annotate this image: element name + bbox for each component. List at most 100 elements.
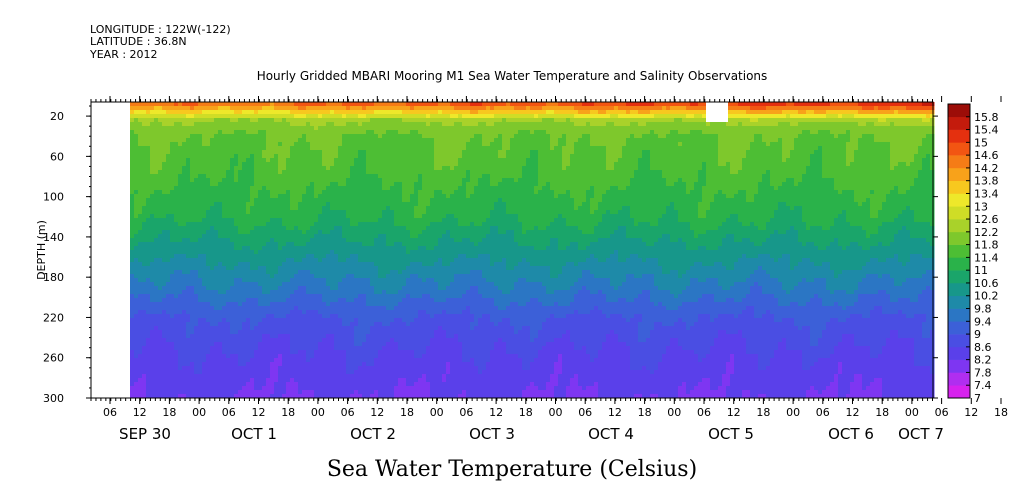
heatmap-cell — [290, 106, 295, 111]
heatmap-cell — [326, 258, 331, 263]
heatmap-cell — [298, 238, 303, 243]
heatmap-cell — [366, 174, 371, 179]
heatmap-cell — [350, 286, 355, 291]
heatmap-cell — [370, 206, 375, 211]
heatmap-cell — [354, 230, 359, 235]
heatmap-cell — [146, 258, 151, 263]
heatmap-cell — [390, 346, 395, 351]
heatmap-cell — [362, 306, 367, 311]
heatmap-cell — [170, 326, 175, 331]
heatmap-cell — [282, 126, 287, 131]
heatmap-cell — [218, 102, 223, 107]
heatmap-cell — [258, 282, 263, 287]
heatmap-cell — [226, 174, 231, 179]
heatmap-cell — [330, 318, 335, 323]
heatmap-cell — [282, 306, 287, 311]
heatmap-cell — [182, 358, 187, 363]
heatmap-cell — [282, 242, 287, 247]
heatmap-cell — [166, 106, 171, 111]
heatmap-cell — [178, 346, 183, 351]
heatmap-cell — [270, 322, 275, 327]
heatmap-cell — [210, 218, 215, 223]
heatmap-cell — [166, 130, 171, 135]
heatmap-cell — [146, 302, 151, 307]
heatmap-cell — [250, 126, 255, 131]
heatmap-cell — [334, 310, 339, 315]
heatmap-cell — [182, 118, 187, 123]
heatmap-cell — [202, 174, 207, 179]
heatmap-cell — [298, 226, 303, 231]
heatmap-cell — [314, 338, 319, 343]
heatmap-cell — [302, 254, 307, 259]
heatmap-cell — [310, 382, 315, 387]
heatmap-cell — [230, 138, 235, 143]
heatmap-cell — [294, 146, 299, 151]
heatmap-cell — [306, 234, 311, 239]
heatmap-cell — [174, 270, 179, 275]
heatmap-cell — [326, 182, 331, 187]
heatmap-cell — [258, 242, 263, 247]
heatmap-cell — [226, 314, 231, 319]
heatmap-cell — [378, 142, 383, 147]
heatmap-cell — [150, 154, 155, 159]
heatmap-cell — [370, 378, 375, 383]
heatmap-cell — [210, 298, 215, 303]
heatmap-cell — [222, 110, 227, 115]
heatmap-cell — [378, 330, 383, 335]
heatmap-cell — [358, 374, 363, 379]
heatmap-cell — [230, 106, 235, 111]
heatmap-cell — [290, 262, 295, 267]
heatmap-cell — [142, 318, 147, 323]
heatmap-cell — [210, 326, 215, 331]
heatmap-cell — [230, 378, 235, 383]
heatmap-cell — [158, 150, 163, 155]
heatmap-cell — [350, 194, 355, 199]
heatmap-cell — [194, 334, 199, 339]
heatmap-cell — [294, 214, 299, 219]
heatmap-cell — [246, 370, 251, 375]
heatmap-cell — [338, 166, 343, 171]
heatmap-cell — [138, 294, 143, 299]
heatmap-cell — [282, 298, 287, 303]
heatmap-cell — [386, 174, 391, 179]
heatmap-cell — [226, 110, 231, 115]
heatmap-cell — [206, 290, 211, 295]
heatmap-cell — [242, 198, 247, 203]
heatmap-cell — [298, 114, 303, 119]
heatmap-cell — [374, 246, 379, 251]
heatmap-cell — [230, 366, 235, 371]
heatmap-cell — [234, 330, 239, 335]
heatmap-cell — [278, 350, 283, 355]
heatmap-cell — [182, 326, 187, 331]
heatmap-cell — [194, 342, 199, 347]
heatmap-cell — [194, 382, 199, 387]
heatmap-cell — [226, 126, 231, 131]
heatmap-cell — [398, 146, 403, 151]
heatmap-cell — [282, 142, 287, 147]
heatmap-cell — [394, 242, 399, 247]
heatmap-cell — [362, 362, 367, 367]
heatmap-cell — [230, 214, 235, 219]
heatmap-cell — [198, 174, 203, 179]
heatmap-cell — [310, 326, 315, 331]
heatmap-cell — [190, 314, 195, 319]
heatmap-cell — [214, 330, 219, 335]
heatmap-cell — [278, 330, 283, 335]
heatmap-cell — [202, 346, 207, 351]
heatmap-cell — [282, 390, 287, 395]
heatmap-cell — [386, 358, 391, 363]
heatmap-cell — [306, 362, 311, 367]
heatmap-cell — [150, 350, 155, 355]
heatmap-cell — [322, 198, 327, 203]
heatmap-cell — [386, 306, 391, 311]
heatmap-cell — [226, 210, 231, 215]
heatmap-cell — [266, 266, 271, 271]
heatmap-cell — [226, 102, 231, 107]
heatmap-cell — [342, 134, 347, 139]
heatmap-cell — [298, 298, 303, 303]
heatmap-cell — [214, 146, 219, 151]
heatmap-cell — [206, 150, 211, 155]
heatmap-cell — [202, 394, 207, 399]
heatmap-cell — [222, 206, 227, 211]
heatmap-cell — [382, 234, 387, 239]
